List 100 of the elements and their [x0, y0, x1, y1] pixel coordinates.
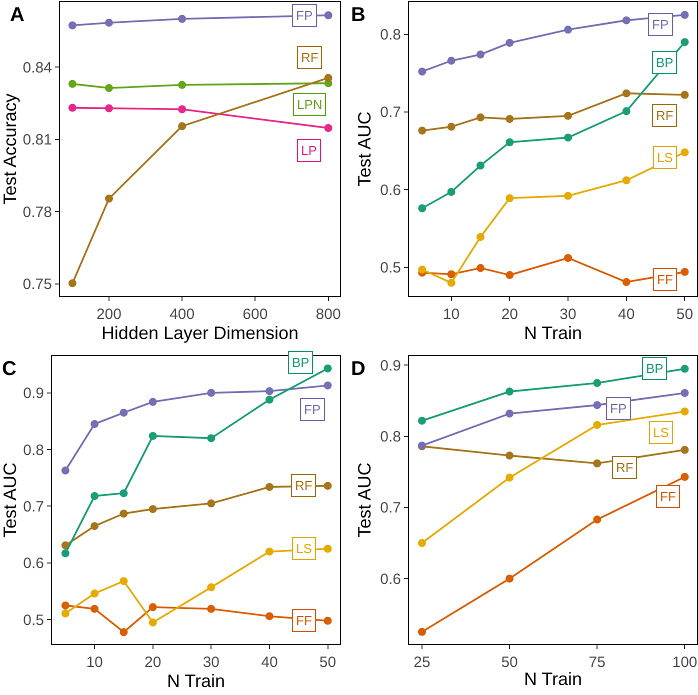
point [61, 466, 70, 475]
point [68, 279, 76, 288]
point [680, 407, 689, 416]
point [120, 510, 128, 518]
series-label: BP [292, 355, 310, 370]
point [104, 84, 113, 92]
point [476, 162, 484, 170]
point [324, 74, 332, 82]
point [506, 452, 514, 460]
point [564, 112, 572, 120]
y-tick-label: 0.7 [380, 104, 401, 122]
point [564, 26, 572, 34]
point [207, 499, 216, 508]
point [265, 482, 274, 491]
x-tick-label: 50 [676, 306, 694, 323]
point [680, 148, 689, 156]
x-axis-title: Hidden Layer Dimension [101, 323, 299, 343]
point [680, 364, 689, 373]
point [68, 21, 76, 30]
series-label: LS [657, 150, 674, 165]
point [324, 11, 332, 20]
y-tick-label: 0.6 [23, 555, 44, 572]
point [680, 90, 689, 99]
series-label: FF [657, 272, 673, 287]
series-label: FP [652, 17, 669, 32]
y-tick-label: 0.84 [22, 59, 52, 76]
point [564, 254, 572, 262]
x-tick-label: 10 [86, 654, 103, 671]
series-label: RF [656, 108, 674, 123]
point [476, 113, 484, 122]
y-axis-title: Test AUC [0, 462, 20, 538]
point [178, 122, 186, 130]
point [593, 459, 602, 468]
point [418, 539, 426, 548]
point [68, 80, 76, 88]
point [207, 583, 216, 592]
point [418, 68, 426, 76]
point [447, 278, 456, 287]
point [207, 604, 216, 613]
point [148, 505, 157, 514]
y-tick-label: 0.9 [23, 385, 44, 402]
point [418, 416, 426, 425]
point [622, 107, 630, 116]
point [90, 604, 99, 613]
point [680, 268, 689, 276]
x-tick-label: 10 [442, 306, 460, 323]
chart-title: B [351, 4, 366, 26]
series-label: RF [616, 460, 634, 475]
x-tick-label: 30 [560, 306, 576, 323]
y-tick-label: 0.78 [22, 204, 52, 221]
series-label: BP [646, 361, 664, 376]
point [61, 549, 70, 558]
series-label: FP [610, 401, 627, 416]
y-tick-label: 0.7 [23, 498, 44, 516]
point [68, 104, 76, 112]
point [265, 396, 274, 404]
point [680, 446, 689, 454]
point [506, 114, 514, 123]
point [622, 278, 630, 286]
y-tick-label: 0.9 [380, 357, 401, 374]
x-axis-title: N Train [524, 323, 582, 343]
point [680, 388, 689, 397]
point [593, 516, 602, 524]
x-tick-label: 20 [501, 306, 518, 323]
point [506, 271, 514, 280]
series-label: FF [296, 613, 312, 628]
point [207, 388, 216, 397]
y-tick-label: 0.8 [23, 442, 44, 459]
chart-title: C [2, 358, 16, 380]
series-label: FF [660, 489, 676, 504]
x-tick-label: 40 [261, 654, 278, 671]
point [593, 379, 602, 388]
point [476, 50, 484, 58]
point [506, 38, 514, 47]
chart-title: D [351, 358, 366, 380]
point [207, 434, 216, 442]
series-label: LS [653, 425, 670, 440]
x-tick-label: 75 [588, 654, 606, 671]
point [148, 432, 157, 440]
point [178, 80, 186, 89]
y-tick-label: 0.6 [380, 570, 401, 588]
point [418, 266, 426, 274]
point [418, 628, 426, 636]
point [680, 10, 689, 19]
series-label: LP [301, 143, 317, 158]
point [324, 364, 332, 372]
point [324, 616, 332, 625]
point [593, 420, 602, 429]
series-label: RF [295, 478, 312, 493]
x-tick-label: 600 [242, 306, 268, 323]
series-label: LS [296, 541, 312, 556]
x-axis-title: N Train [524, 669, 582, 690]
point [506, 388, 514, 396]
point [564, 192, 572, 200]
point [148, 603, 157, 612]
series-label: BP [656, 55, 674, 70]
point [324, 482, 332, 490]
point [265, 612, 274, 620]
x-tick-label: 40 [618, 306, 635, 323]
point [506, 194, 514, 202]
